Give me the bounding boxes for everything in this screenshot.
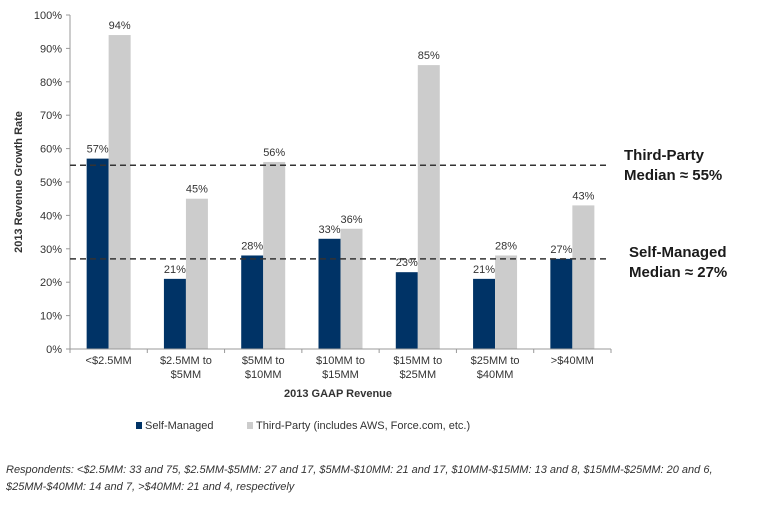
- median-label: Third-Party: [624, 147, 705, 164]
- bar-third-party: [108, 35, 131, 349]
- bar-data-label: 57%: [87, 144, 109, 156]
- x-category-label: $15MM to: [393, 355, 442, 367]
- legend-swatch: [247, 422, 253, 429]
- bar-series: 57%21%28%33%23%21%27%94%45%56%36%85%28%4…: [87, 20, 595, 349]
- bar-self-managed: [318, 238, 341, 349]
- bar-data-label: 23%: [396, 257, 418, 269]
- bar-data-label: 21%: [164, 264, 186, 276]
- bar-data-label: 94%: [109, 20, 131, 32]
- bar-data-label: 28%: [495, 240, 517, 252]
- x-category-label: $15MM: [322, 369, 359, 381]
- median-reference-lines: Third-Party Median ≈ 55% Self-Managed Media…: [70, 147, 727, 281]
- y-tick-label: 60%: [40, 144, 62, 156]
- x-category-label: >$40MM: [551, 355, 594, 367]
- legend: Self-Managed Third-Party (includes AWS, F…: [136, 420, 470, 432]
- median-label: Self-Managed: [629, 244, 727, 261]
- bar-data-label: 28%: [241, 240, 263, 252]
- bar-third-party: [340, 228, 363, 349]
- y-tick-label: 70%: [40, 110, 62, 122]
- x-category-label: $10MM to: [316, 355, 365, 367]
- x-category-label: <$2.5MM: [86, 355, 132, 367]
- y-tick-label: 80%: [40, 77, 62, 89]
- legend-swatch: [136, 422, 142, 429]
- x-category-label: $5MM to: [242, 355, 285, 367]
- bar-data-label: 27%: [550, 244, 572, 256]
- x-category-label: $25MM: [399, 369, 436, 381]
- bar-self-managed: [163, 278, 186, 349]
- y-axis: 0% 10% 20% 30% 40% 50% 60% 70% 80% 90% 100%: [34, 10, 71, 356]
- bar-data-label: 56%: [263, 147, 285, 159]
- y-tick-label: 90%: [40, 43, 62, 55]
- bar-self-managed: [241, 255, 264, 349]
- y-tick-label: 30%: [40, 244, 62, 256]
- y-tick-label: 40%: [40, 210, 62, 222]
- x-category-label: $2.5MM to: [160, 355, 212, 367]
- y-tick-label: 50%: [40, 177, 62, 189]
- bar-self-managed: [395, 272, 418, 349]
- bar-data-label: 43%: [572, 190, 594, 202]
- legend-label: Self-Managed: [145, 420, 214, 432]
- bar-data-label: 36%: [340, 214, 362, 226]
- respondents-footnote: Respondents: <$2.5MM: 33 and 75, $2.5MM-…: [6, 464, 713, 493]
- y-tick-label: 10%: [40, 311, 62, 323]
- y-axis-title: 2013 Revenue Growth Rate: [13, 111, 25, 253]
- median-label: Median ≈ 27%: [629, 264, 727, 281]
- median-label: Median ≈ 55%: [624, 167, 722, 184]
- legend-label: Third-Party (includes AWS, Force.com, et…: [256, 420, 470, 432]
- x-axis-title: 2013 GAAP Revenue: [284, 388, 392, 400]
- bar-self-managed: [550, 258, 573, 349]
- bar-data-label: 21%: [473, 264, 495, 276]
- x-category-label: $5MM: [171, 369, 202, 381]
- bar-third-party: [495, 255, 518, 349]
- x-category-label: $25MM to: [471, 355, 520, 367]
- bar-self-managed: [473, 278, 496, 349]
- bar-third-party: [185, 198, 208, 349]
- bar-chart: 0% 10% 20% 30% 40% 50% 60% 70% 80% 90% 100% 57% 21%…: [13, 10, 727, 432]
- bar-third-party: [572, 205, 595, 349]
- x-axis: <$2.5MM $2.5MM to $5MM $5MM to $10MM $10MM to…: [69, 348, 612, 381]
- bar-third-party: [263, 161, 286, 349]
- bar-third-party: [417, 65, 440, 349]
- bar-data-label: 85%: [418, 50, 440, 62]
- bar-self-managed: [86, 158, 109, 349]
- y-tick-label: 20%: [40, 277, 62, 289]
- y-tick-label: 0%: [46, 344, 62, 356]
- bar-data-label: 33%: [318, 224, 340, 236]
- x-category-label: $40MM: [477, 369, 514, 381]
- y-tick-label: 100%: [34, 10, 62, 22]
- x-category-label: $10MM: [245, 369, 282, 381]
- bar-data-label: 45%: [186, 184, 208, 196]
